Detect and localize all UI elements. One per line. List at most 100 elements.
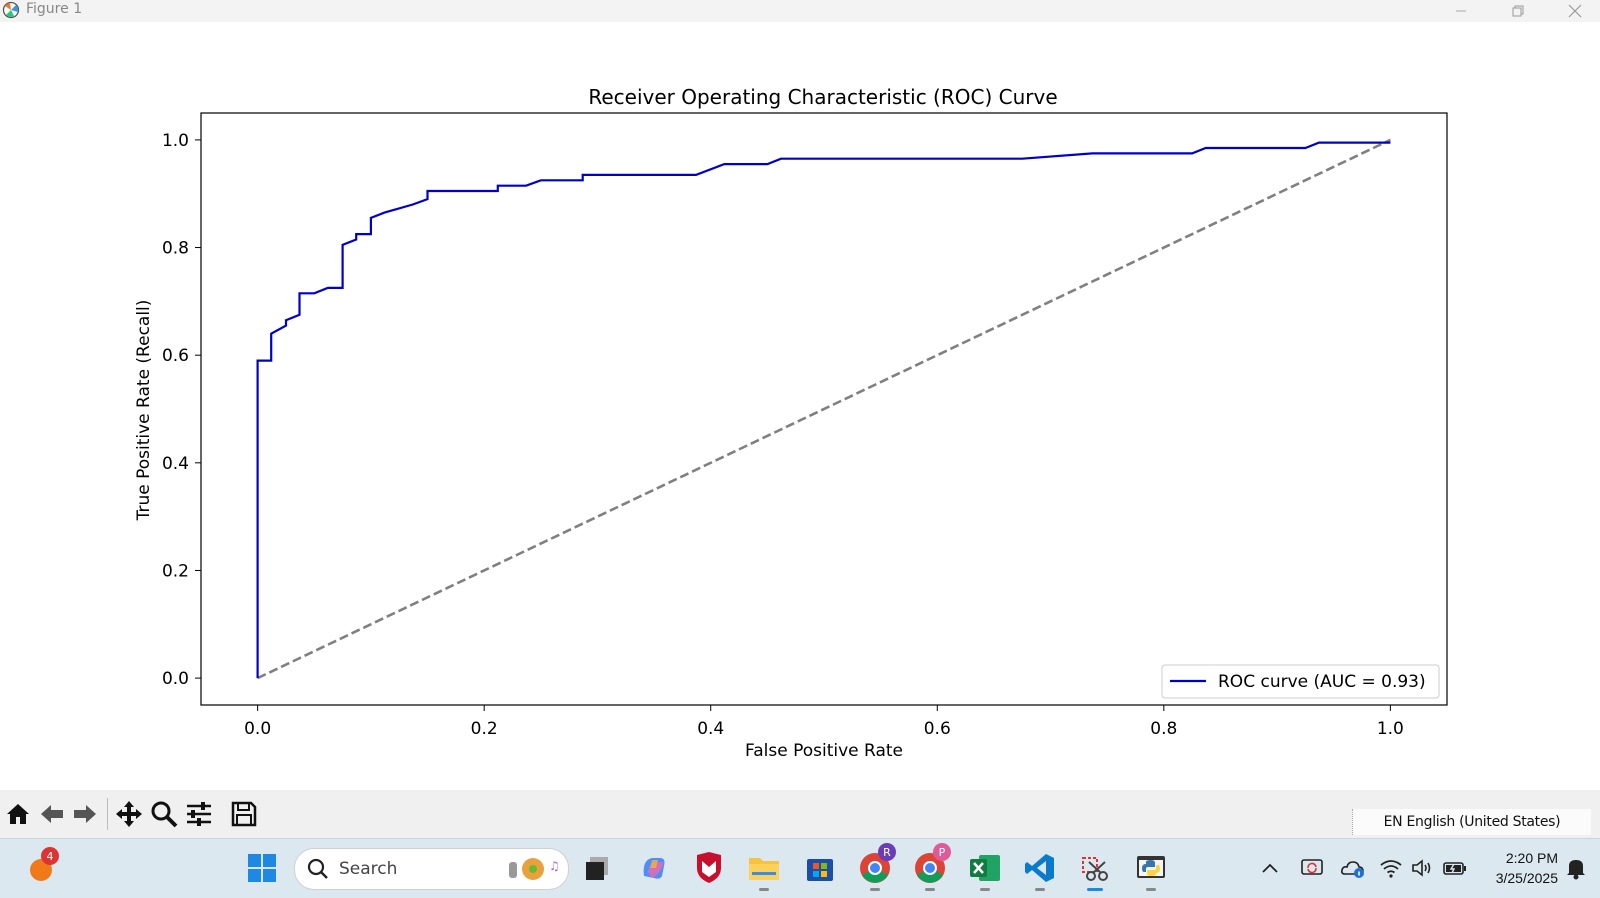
system-clock[interactable]: 2:20 PM 3/25/2025	[1496, 848, 1558, 888]
chevron-up-icon	[1262, 863, 1278, 873]
mcafee-app[interactable]	[690, 849, 728, 887]
taskbar-search[interactable]: Search ♫	[294, 848, 569, 890]
chance-diagonal-line	[257, 138, 1391, 680]
notification-badge: 4	[41, 847, 59, 865]
vscode-app[interactable]	[1021, 849, 1059, 891]
configure-icon	[187, 802, 211, 826]
task-view-button[interactable]	[578, 849, 616, 887]
forward-icon	[74, 805, 96, 823]
notification-bell-icon	[1567, 860, 1585, 880]
pan-icon	[116, 801, 142, 827]
excel-icon	[970, 855, 1000, 881]
restore-button[interactable]	[1495, 0, 1541, 22]
x-tick-label: 0.4	[697, 719, 724, 739]
save-button[interactable]	[228, 798, 260, 830]
pan-button[interactable]	[113, 798, 145, 830]
y-tick-label: 0.0	[162, 669, 189, 689]
chrome-profile-badge-1: R	[878, 843, 896, 861]
figure-canvas[interactable]: Receiver Operating Characteristic (ROC) …	[0, 22, 1600, 790]
y-axis-label: True Positive Rate (Recall)	[134, 300, 154, 522]
running-indicator	[980, 888, 990, 891]
python-app[interactable]	[1132, 849, 1170, 891]
chrome-icon	[860, 853, 890, 883]
copilot-app[interactable]	[635, 849, 673, 887]
battery-charging-icon	[1443, 862, 1466, 875]
running-indicator	[870, 888, 880, 891]
folder-icon	[749, 858, 779, 880]
sync-tray-button[interactable]	[1297, 849, 1327, 887]
wifi-icon	[1380, 860, 1402, 878]
x-tick-label: 0.8	[1150, 719, 1177, 739]
close-icon	[1568, 4, 1582, 18]
axes-frame	[200, 112, 1448, 706]
back-button[interactable]	[36, 798, 68, 830]
x-tick-label: 0.6	[924, 719, 951, 739]
snipping-tool-app[interactable]	[1076, 849, 1114, 891]
forward-button[interactable]	[69, 798, 101, 830]
language-tooltip: EN English (United States)	[1352, 809, 1591, 835]
clock-date: 3/25/2025	[1495, 870, 1558, 886]
restore-icon	[1512, 5, 1524, 17]
x-tick-label: 0.0	[244, 719, 271, 739]
running-indicator	[1035, 888, 1045, 891]
plot-lines	[256, 138, 1391, 680]
chrome-icon	[915, 853, 945, 883]
y-axis-ticks: 0.0 0.2 0.4 0.6 0.8 1.0	[162, 131, 201, 689]
zoom-icon	[151, 801, 178, 828]
windows-logo-icon	[248, 854, 276, 882]
matplotlib-app-icon	[2, 1, 20, 19]
speaker-icon	[1412, 859, 1431, 877]
running-indicator	[1087, 888, 1103, 891]
volume-tray-button[interactable]	[1408, 849, 1438, 887]
toolbar-separator	[107, 798, 108, 830]
minimize-icon	[1456, 10, 1466, 12]
chrome-app-profile-2[interactable]: P	[911, 843, 951, 891]
back-icon	[41, 805, 63, 823]
search-highlight-icon: ♫	[509, 858, 560, 880]
y-tick-label: 0.8	[162, 239, 189, 259]
close-button[interactable]	[1552, 0, 1598, 22]
notification-center-button[interactable]	[1561, 849, 1591, 887]
figure-toolbar	[0, 790, 1600, 838]
y-tick-label: 1.0	[162, 131, 189, 151]
task-view-icon	[586, 857, 608, 880]
search-placeholder: Search	[339, 859, 398, 879]
vscode-icon	[1025, 854, 1054, 882]
legend: ROC curve (AUC = 0.93)	[1161, 664, 1440, 699]
snipping-tool-icon	[1082, 857, 1108, 881]
python-figure-icon	[1137, 856, 1165, 878]
x-axis-label: False Positive Rate	[745, 741, 903, 761]
chrome-profile-badge-2: P	[933, 843, 951, 861]
roc-chart[interactable]: Receiver Operating Characteristic (ROC) …	[0, 22, 1600, 790]
home-button[interactable]	[2, 798, 34, 830]
taskbar: 4 Search ♫ R P	[0, 838, 1600, 898]
battery-tray-button[interactable]	[1440, 849, 1470, 887]
start-button[interactable]	[243, 849, 281, 887]
configure-subplots-button[interactable]	[183, 798, 215, 830]
y-tick-label: 0.4	[162, 454, 189, 474]
microsoft-store-app[interactable]	[801, 849, 839, 887]
window-titlebar: Figure 1	[0, 0, 1600, 22]
excel-app[interactable]	[966, 849, 1004, 891]
wifi-tray-button[interactable]	[1376, 849, 1406, 887]
onedrive-tray-button[interactable]	[1338, 849, 1368, 887]
chrome-app-profile-1[interactable]: R	[856, 843, 896, 891]
svg-text:♫: ♫	[549, 859, 560, 873]
legend-box	[1161, 664, 1440, 699]
search-icon	[307, 858, 328, 879]
file-explorer-app[interactable]	[745, 849, 783, 891]
x-tick-label: 1.0	[1377, 719, 1404, 739]
legend-label-roc: ROC curve (AUC = 0.93)	[1218, 672, 1426, 692]
running-indicator	[1146, 888, 1156, 891]
running-indicator	[925, 888, 935, 891]
running-indicator	[759, 888, 769, 891]
x-axis-ticks: 0.0 0.2 0.4 0.6 0.8 1.0	[244, 705, 1404, 739]
clock-time: 2:20 PM	[1505, 850, 1558, 866]
show-hidden-icons-button[interactable]	[1255, 849, 1285, 887]
window-title: Figure 1	[26, 1, 83, 17]
weather-widget[interactable]: 4	[22, 847, 60, 887]
y-tick-label: 0.6	[162, 346, 189, 366]
copilot-icon	[643, 858, 665, 879]
minimize-button[interactable]	[1438, 0, 1484, 22]
zoom-button[interactable]	[148, 798, 180, 830]
